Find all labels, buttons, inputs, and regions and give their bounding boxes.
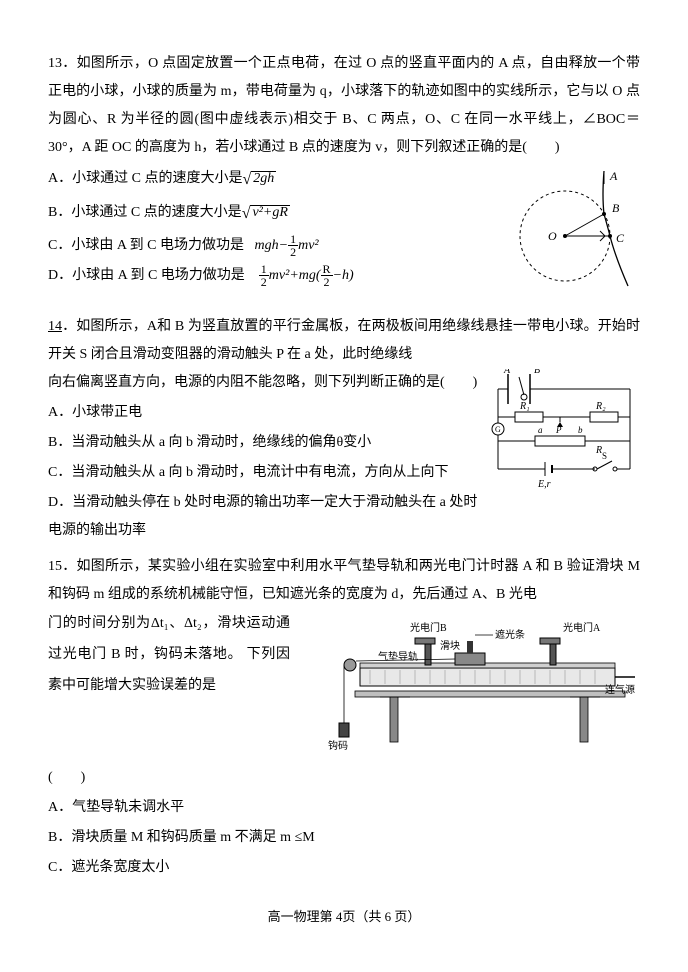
page-content: 13．如图所示，O 点固定放置一个正点电荷，在过 O 点的竖直平面内的 A 点，… <box>0 0 688 960</box>
q14-label-R2: R₂ <box>595 401 606 412</box>
q13-body: 13．如图所示，O 点固定放置一个正点电荷，在过 O 点的竖直平面内的 A 点，… <box>48 50 640 162</box>
question-14: 14．如图所示，A和 B 为竖直放置的平行金属板，在两极板间用绝缘线悬挂一带电小… <box>48 313 640 547</box>
q15-label-gateB: 光电门B <box>410 621 447 634</box>
q13-label-A: A <box>609 169 618 183</box>
q15-label-track: 气垫导轨 <box>378 650 418 663</box>
q14-label-a: a <box>538 425 543 435</box>
q15-body3: ( ) <box>48 764 640 792</box>
q13-text: ．如图所示，O 点固定放置一个正点电荷，在过 O 点的竖直平面内的 A 点，自由… <box>48 56 640 155</box>
q14-number: 14 <box>48 319 62 334</box>
q13-diagram: O A B C <box>510 166 640 296</box>
q14-label-R1: R₁ <box>519 401 530 412</box>
q14-text2: 向右偏离竖直方向，电源的内阻不能忽略，则下列判断正确的是( ) <box>48 375 477 390</box>
q14-label-Er: E,r <box>537 479 551 489</box>
q15-option-A: A．气垫导轨未调水平 <box>48 794 640 822</box>
q13-optB-text: B．小球通过 C 点的速度大小是 <box>48 205 242 220</box>
q15-label-gateA: 光电门A <box>563 621 601 634</box>
q13-optC-m2: mv² <box>298 238 319 253</box>
q13-optA-text: A．小球通过 C 点的速度大小是 <box>48 171 242 186</box>
sqrt-symbol: √ <box>242 205 251 222</box>
q14-label-S: S <box>602 451 607 461</box>
q13-optA-math: 2gh <box>251 171 276 186</box>
question-15: 15．如图所示，某实验小组在实验室中利用水平气垫导轨和两光电门计时器 A 和 B… <box>48 553 640 884</box>
q13-optC-text: C．小球由 A 到 C 电场力做功是 <box>48 238 244 253</box>
q15-label-slider: 滑块 <box>440 640 460 652</box>
q14-label-b: b <box>578 425 583 435</box>
q15-body1: 15．如图所示，某实验小组在实验室中利用水平气垫导轨和两光电门计时器 A 和 B… <box>48 553 640 609</box>
frac-den: 2 <box>259 276 269 288</box>
q15-apparatus: 气垫导轨 滑块 遮光条 光电门B 光电门A <box>300 613 640 753</box>
q15-option-B: B．滑块质量 M 和钩码质量 m 不满足 m ≤M <box>48 824 640 852</box>
q15-option-C: C．遮光条宽度太小 <box>48 854 640 882</box>
q13-optD-end: −h) <box>333 268 354 283</box>
q15-label-weight: 钩码 <box>328 740 348 752</box>
q15-label-air: 连气源 <box>605 683 635 696</box>
q14-label-G: G <box>495 425 501 434</box>
frac-den: 2 <box>321 276 333 288</box>
q15-text2: 门的时间分别为Δt₁、Δt₂，滑块运动通过光电门 B 时，钩码未落地。 下列因素… <box>48 616 290 693</box>
q14-text1: ．如图所示，A和 B 为竖直放置的平行金属板，在两极板间用绝缘线悬挂一带电小球。… <box>48 319 640 362</box>
q15-label-shade: 遮光条 <box>495 628 525 641</box>
q13-label-C: C <box>616 231 625 245</box>
q14-circuit: A B R₁ R₂ G <box>490 369 640 489</box>
q15-number: 15 <box>48 559 62 574</box>
q13-label-O: O <box>548 229 557 243</box>
frac-den: 2 <box>288 246 298 258</box>
q13-optB-math: v²+gR <box>250 205 289 220</box>
q13-optD-frac2: R2 <box>321 263 333 288</box>
q14-label-A: A <box>503 369 511 376</box>
q14-label-B: B <box>534 369 540 376</box>
sqrt-symbol: √ <box>242 171 251 188</box>
q13-label-B: B <box>612 201 620 215</box>
q14-figure: A B R₁ R₂ G <box>490 369 640 500</box>
q13-optD-text: D．小球由 A 到 C 电场力做功是 <box>48 268 245 283</box>
q15-text1: ．如图所示，某实验小组在实验室中利用水平气垫导轨和两光电门计时器 A 和 B 验… <box>48 559 640 602</box>
q13-optD-mid: mv²+mg( <box>269 268 321 283</box>
q13-optC-frac: 12 <box>288 233 298 258</box>
q13-number: 13 <box>48 56 62 71</box>
q15-figure: 气垫导轨 滑块 遮光条 光电门B 光电门A <box>300 613 640 764</box>
question-13: 13．如图所示，O 点固定放置一个正点电荷，在过 O 点的竖直平面内的 A 点，… <box>48 50 640 307</box>
q13-optC-m1: mgh− <box>255 238 289 253</box>
q13-optD-frac1: 12 <box>259 263 269 288</box>
q14-body1: 14．如图所示，A和 B 为竖直放置的平行金属板，在两极板间用绝缘线悬挂一带电小… <box>48 313 640 369</box>
page-footer: 高一物理第 4页（共 6 页） <box>48 904 640 930</box>
q13-figure: O A B C <box>510 166 640 307</box>
